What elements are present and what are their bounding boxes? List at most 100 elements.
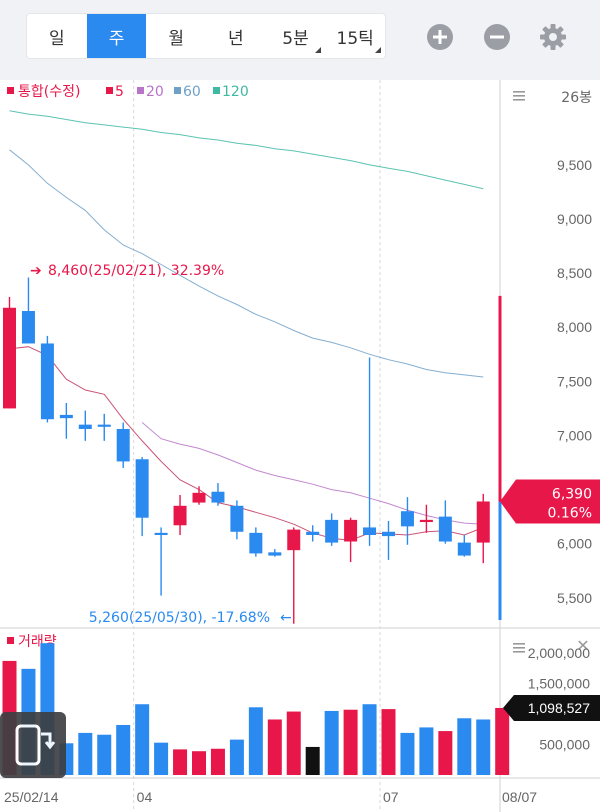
volume-bar[interactable]: [210, 748, 225, 775]
candle-body[interactable]: [59, 414, 73, 419]
tab-tick[interactable]: 15틱: [325, 14, 385, 58]
candle-count-label: 26봉: [561, 90, 592, 106]
candle-body[interactable]: [457, 542, 471, 556]
ma5-line: [9, 346, 484, 541]
volume-bar[interactable]: [457, 718, 472, 775]
x-tick-label: 07: [383, 789, 399, 805]
candle-body[interactable]: [21, 311, 35, 344]
candle-body[interactable]: [438, 516, 452, 542]
tab-week[interactable]: 주: [86, 14, 147, 58]
current-price-change: 0.16%: [548, 505, 592, 521]
candle-body[interactable]: [476, 501, 490, 543]
plus-circle-icon[interactable]: [427, 24, 453, 50]
candle-body[interactable]: [116, 428, 130, 462]
high-annotation: 8,460(25/02/21), 32.39%: [48, 263, 224, 279]
current-price-tag: [500, 479, 600, 524]
tab-minute-label: 5분: [282, 28, 309, 49]
candle-body[interactable]: [97, 424, 111, 427]
legend-swatch: [137, 87, 144, 94]
legend-swatch: [213, 87, 220, 94]
candle-body[interactable]: [325, 519, 339, 543]
candle-body[interactable]: [135, 459, 149, 518]
candle-body[interactable]: [173, 505, 187, 526]
y-tick-label: 7,000: [557, 427, 592, 443]
tab-day[interactable]: 일: [27, 14, 87, 58]
menu-icon[interactable]: [513, 91, 525, 101]
candle-body[interactable]: [40, 343, 54, 420]
volume-bar[interactable]: [248, 707, 263, 775]
candle-body[interactable]: [192, 492, 206, 503]
stock-chart[interactable]: 5,5006,0006,5007,0007,5008,0008,5009,000…: [0, 80, 600, 812]
volume-bar[interactable]: [438, 731, 453, 775]
candle-body[interactable]: [249, 532, 263, 554]
volume-bar[interactable]: [419, 727, 434, 775]
candle-body[interactable]: [268, 552, 282, 556]
ma120-line: [9, 110, 484, 190]
candle-body[interactable]: [400, 511, 414, 527]
volume-bar[interactable]: [78, 732, 93, 775]
candle-body[interactable]: [211, 491, 225, 503]
candle-body[interactable]: [344, 519, 358, 542]
y-tick-label: 6,000: [557, 536, 592, 552]
tab-minute[interactable]: 5분: [266, 14, 326, 58]
volume-bar[interactable]: [305, 746, 320, 775]
current-price-value: 6,390: [552, 486, 592, 502]
screen-rotate-button[interactable]: [0, 712, 66, 778]
candle-body[interactable]: [306, 531, 320, 536]
gear-icon[interactable]: [538, 22, 568, 52]
volume-bar[interactable]: [324, 710, 339, 775]
low-annotation: 5,260(25/05/30), -17.68%: [89, 610, 270, 626]
tab-tick-label: 15틱: [336, 28, 374, 49]
volume-legend-swatch: [7, 637, 14, 644]
menu-icon[interactable]: [513, 643, 525, 653]
volume-bar[interactable]: [192, 751, 206, 775]
candle-body[interactable]: [382, 531, 395, 537]
volume-bar[interactable]: [495, 707, 510, 775]
legend-item: 5: [115, 84, 124, 100]
close-icon[interactable]: ✕: [576, 636, 589, 655]
candle-body[interactable]: [3, 307, 16, 409]
candle-body[interactable]: [363, 527, 377, 536]
tab-week-label: 주: [108, 28, 125, 49]
y-tick-label: 8,500: [557, 265, 592, 281]
candle-body[interactable]: [419, 519, 433, 523]
volume-bar[interactable]: [116, 724, 131, 775]
tab-month-label: 월: [168, 28, 184, 49]
volume-bar[interactable]: [400, 732, 415, 775]
volume-bar[interactable]: [154, 742, 169, 775]
tab-month[interactable]: 월: [146, 14, 206, 58]
candle-body[interactable]: [154, 532, 168, 536]
minus-circle-icon[interactable]: [484, 24, 510, 50]
low-marker-arrow: ←: [280, 610, 292, 626]
candle-body[interactable]: [287, 529, 301, 551]
toolbar: 일 주 월 년 5분 15틱: [0, 0, 600, 80]
volume-bar[interactable]: [362, 704, 377, 775]
volume-tick-label: 500,000: [539, 736, 590, 752]
volume-bar[interactable]: [267, 719, 282, 775]
tab-year[interactable]: 년: [206, 14, 266, 58]
volume-bar[interactable]: [343, 709, 358, 775]
legend-swatch: [106, 87, 113, 94]
x-tick-label: 08/07: [502, 789, 537, 805]
volume-bar[interactable]: [135, 704, 150, 775]
volume-bar[interactable]: [97, 734, 112, 775]
candle-body[interactable]: [78, 424, 92, 429]
volume-bar[interactable]: [173, 749, 188, 775]
legend-item: 120: [222, 84, 249, 100]
period-tabs: 일 주 월 년 5분 15틱: [27, 14, 385, 58]
volume-tick-label: 2,000,000: [528, 645, 590, 661]
volume-bar[interactable]: [229, 739, 244, 775]
candle-body[interactable]: [230, 505, 244, 532]
volume-bar[interactable]: [476, 719, 491, 775]
y-tick-label: 5,500: [557, 590, 592, 606]
high-marker-arrow: ➔: [30, 263, 42, 279]
legend-main: 통합(수정): [18, 84, 80, 100]
ma60-line: [9, 149, 484, 378]
y-tick-label: 9,500: [557, 157, 592, 173]
volume-bar[interactable]: [286, 711, 301, 775]
current-volume-tag: [503, 694, 600, 721]
legend-item: 60: [183, 84, 201, 100]
dropdown-corner-icon: [375, 47, 382, 53]
volume-bar[interactable]: [381, 709, 396, 775]
dropdown-corner-icon: [315, 47, 322, 53]
